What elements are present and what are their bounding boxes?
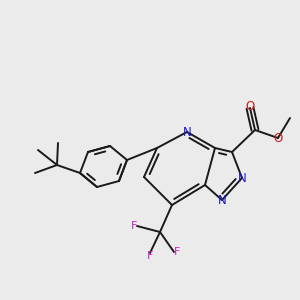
Text: N: N: [238, 172, 246, 184]
Text: F: F: [131, 221, 137, 231]
Text: N: N: [183, 125, 191, 139]
Text: N: N: [218, 194, 226, 206]
Text: O: O: [273, 131, 283, 145]
Text: F: F: [174, 247, 180, 257]
Text: O: O: [245, 100, 255, 112]
Text: F: F: [147, 251, 153, 261]
